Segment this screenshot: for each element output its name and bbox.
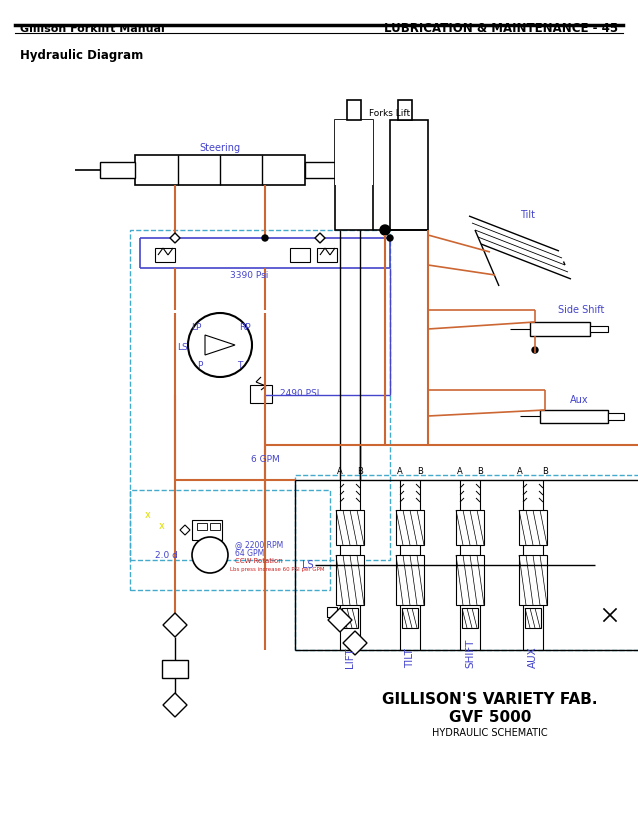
Text: x: x	[145, 510, 151, 520]
Circle shape	[532, 347, 538, 353]
Text: @ 2200 RPM: @ 2200 RPM	[235, 540, 283, 549]
Text: Aux: Aux	[570, 395, 589, 405]
Bar	[390, 120, 428, 230]
Text: 3390 Psi: 3390 Psi	[230, 270, 269, 279]
Polygon shape	[163, 613, 187, 637]
Circle shape	[387, 235, 393, 241]
Bar	[540, 410, 608, 423]
Bar	[398, 100, 412, 120]
Bar	[336, 510, 364, 545]
Bar	[135, 155, 305, 185]
Bar	[130, 230, 390, 560]
Text: B: B	[357, 468, 363, 477]
Text: Steering: Steering	[200, 143, 241, 153]
Text: GILLISON'S VARIETY FAB.: GILLISON'S VARIETY FAB.	[382, 692, 598, 708]
Bar	[305, 162, 340, 178]
Bar	[335, 120, 373, 230]
Bar	[608, 413, 624, 420]
Bar	[342, 608, 358, 628]
Bar	[250, 385, 272, 403]
Polygon shape	[328, 608, 352, 632]
Bar	[347, 100, 361, 120]
Bar	[295, 475, 638, 650]
Bar	[100, 162, 135, 178]
Text: AUX: AUX	[528, 646, 538, 668]
Text: B: B	[477, 468, 483, 477]
Bar	[290, 248, 310, 262]
Text: 64 GPM: 64 GPM	[235, 548, 264, 558]
Text: LS: LS	[177, 344, 188, 353]
Bar	[396, 555, 424, 605]
Text: 6 GPM: 6 GPM	[251, 455, 279, 464]
Text: TILT: TILT	[405, 648, 415, 668]
Circle shape	[262, 235, 268, 241]
Polygon shape	[170, 233, 180, 243]
Text: LS: LS	[302, 560, 314, 570]
Bar	[155, 248, 175, 262]
Text: 2490 PSI: 2490 PSI	[280, 390, 320, 398]
Polygon shape	[163, 693, 187, 717]
Bar	[335, 120, 373, 185]
Bar	[192, 520, 222, 540]
Circle shape	[188, 313, 252, 377]
Text: T: T	[237, 360, 242, 369]
Bar	[130, 490, 330, 590]
Text: x: x	[159, 521, 165, 531]
Polygon shape	[180, 525, 190, 535]
Polygon shape	[343, 631, 367, 655]
Text: Gillison Forklift Manual: Gillison Forklift Manual	[20, 24, 165, 34]
Text: B: B	[417, 468, 423, 477]
Polygon shape	[315, 233, 325, 243]
Circle shape	[380, 225, 390, 235]
Text: RP: RP	[239, 324, 251, 333]
Bar	[197, 523, 207, 530]
Text: LP: LP	[191, 324, 201, 333]
Text: HYDRAULIC SCHEMATIC: HYDRAULIC SCHEMATIC	[432, 728, 548, 738]
Text: LIFT: LIFT	[345, 648, 355, 668]
Bar	[317, 248, 337, 262]
Text: A: A	[517, 468, 523, 477]
Polygon shape	[205, 335, 235, 355]
Text: B: B	[542, 468, 548, 477]
Text: 2.0 d: 2.0 d	[155, 550, 178, 559]
Bar	[402, 608, 418, 628]
Text: SHIFT: SHIFT	[465, 638, 475, 668]
Text: A: A	[457, 468, 463, 477]
Bar	[336, 555, 364, 605]
Bar	[162, 660, 188, 678]
Text: Tilt: Tilt	[520, 210, 535, 220]
Text: CCW Rotation: CCW Rotation	[235, 558, 283, 564]
Text: Side Shift: Side Shift	[558, 305, 604, 315]
Circle shape	[192, 537, 228, 573]
Bar	[456, 555, 484, 605]
Bar	[525, 608, 541, 628]
Text: Hydraulic Diagram: Hydraulic Diagram	[20, 49, 144, 61]
Bar	[519, 510, 547, 545]
Bar	[210, 523, 220, 530]
Text: Lbs press increase 60 PSI per GPM: Lbs press increase 60 PSI per GPM	[230, 567, 325, 572]
Bar	[327, 607, 337, 617]
Bar	[462, 608, 478, 628]
Text: P: P	[197, 360, 203, 369]
Text: GVF 5000: GVF 5000	[449, 710, 531, 725]
Text: A: A	[397, 468, 403, 477]
Bar	[456, 510, 484, 545]
Text: A: A	[337, 468, 343, 477]
Text: LUBRICATION & MAINTENANCE - 45: LUBRICATION & MAINTENANCE - 45	[384, 22, 618, 36]
Bar	[519, 555, 547, 605]
Bar	[590, 326, 608, 332]
Bar	[396, 510, 424, 545]
Bar	[530, 322, 590, 336]
Text: Forks Lift: Forks Lift	[369, 108, 411, 117]
